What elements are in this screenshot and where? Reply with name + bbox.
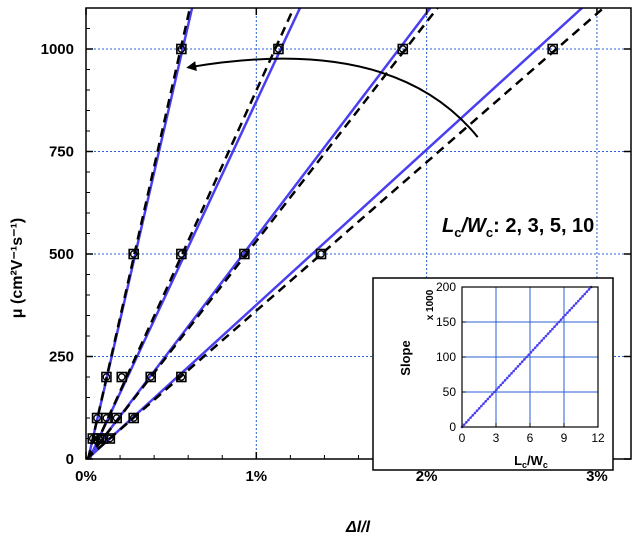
annotation-sub2: c [486,225,493,240]
main-axis-ticks [85,8,631,460]
data-point-square [397,43,409,55]
y-tick-label: 750 [49,144,74,161]
data-point-circle [105,434,114,443]
inset-x-label-W: /W [527,453,544,468]
data-point-circle [398,45,407,53]
data-point-square [128,248,139,260]
y-tick-label: 250 [49,349,74,366]
data-point-square [101,371,112,383]
inset-panel [372,277,614,471]
solid-fit-line [86,8,194,459]
annotation-W: /W [460,215,488,237]
inset-x-tick-label: 6 [527,431,534,445]
inset-x-tick-label: 3 [493,431,500,445]
annotation-arrow [186,57,479,138]
inset-y-tick-label: 100 [436,350,456,364]
data-point-square [128,412,139,424]
data-point-square [101,412,112,424]
data-point-circle [93,414,101,422]
lc-wc-annotation: Lc/Wc: 2, 3, 5, 10 [442,215,594,240]
inset-x-axis-label: Lc/Wc [514,453,548,470]
data-point-square [315,248,327,260]
inset-y-tick-label: 0 [449,420,456,434]
y-axis-label: μ (cm²V⁻¹s⁻¹) [9,218,26,318]
data-point-circle [146,373,155,381]
y-tick-label: 0 [66,451,74,468]
x-tick-label: 1% [245,468,267,485]
annotation-values: : 2, 3, 5, 10 [493,215,594,237]
main-data-points [87,43,558,444]
inset-grid [462,287,598,427]
inset-x-tick-label: 12 [591,431,605,445]
data-point-circle [112,414,121,422]
data-point-circle [274,45,283,53]
inset-fit-line [461,286,592,428]
inset-y-tick-label: 150 [436,315,456,329]
inset-y-axis-label: Slope [398,340,413,375]
x-axis-label: Δl/l [345,519,371,535]
inset-x-label-sub2: c [543,460,548,470]
data-point-square [176,248,187,260]
x-tick-label: 3% [586,468,608,485]
data-point-square [111,412,122,424]
dashed-fit-line [86,8,440,459]
inset-plot: 0 3 6 9 12 0 50 100 150 200 Slope x 1000 Lc/Wc [372,277,614,471]
annotation-L: L [442,215,454,237]
data-point-circle [129,414,138,422]
data-point-square [97,433,109,444]
data-point-circle [129,250,138,258]
data-point-square [104,433,116,444]
inset-tick-labels: 0 3 6 9 12 0 50 100 150 200 [436,280,605,445]
main-grid [86,8,631,459]
data-point-square [116,371,128,383]
annotation-sub1: c [454,225,461,240]
data-point-circle [240,250,249,258]
inset-x-label-sub1: c [522,460,527,470]
inset-x-tick-label: 0 [459,431,466,445]
data-point-circle [177,250,186,258]
data-point-circle [117,373,126,381]
x-tick-label: 0% [75,468,97,485]
data-point-circle [177,45,186,53]
x-tick-label: 2% [416,468,438,485]
data-point-circle [317,250,325,258]
data-point-square [145,371,157,383]
inset-axis-ticks [461,286,599,428]
data-point-square [273,43,284,55]
data-point-square [239,248,250,260]
solid-fit-line [88,8,302,459]
inset-x-label-L: L [514,453,522,468]
data-point-circle [102,373,111,381]
y-tick-label: 1000 [41,41,74,58]
inset-y-tick-label: 200 [436,280,456,294]
solid-fit-line [86,8,584,459]
data-point-circle [102,414,111,422]
inset-x-tick-label: 9 [561,431,568,445]
y-tick-label: 500 [49,246,74,263]
data-point-circle [548,45,557,53]
data-point-square [176,371,187,383]
data-point-circle [177,373,186,381]
data-point-square [176,43,187,55]
inset-y-multiplier: x 1000 [425,289,436,320]
data-point-square [547,43,558,55]
inset-y-tick-label: 50 [443,385,457,399]
dashed-fit-line [88,8,296,459]
